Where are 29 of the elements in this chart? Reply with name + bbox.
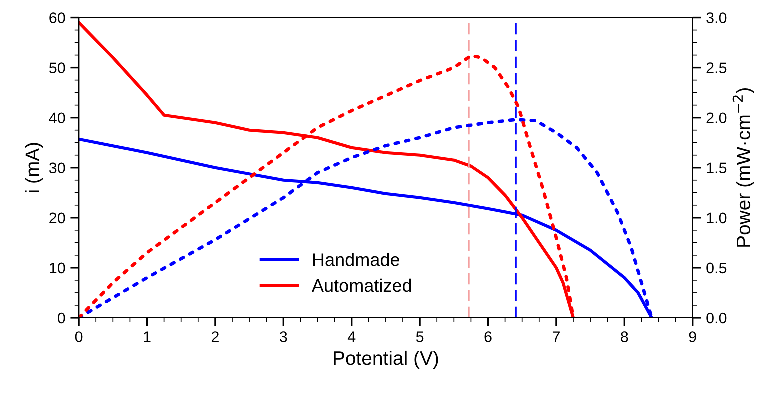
- x-tick-label: 5: [416, 332, 424, 342]
- y2-tick-label: 1.5: [707, 162, 727, 174]
- legend-label: Handmade: [313, 253, 400, 266]
- y-tick-label: 50: [49, 62, 66, 74]
- y-axis-title: i (mA): [25, 143, 44, 192]
- x-tick-label: 1: [144, 332, 151, 342]
- x-tick-label: 2: [212, 332, 219, 342]
- x-tick-label: 0: [75, 332, 83, 342]
- y2-tick-label: 2.0: [706, 112, 727, 124]
- x-tick-label: 3: [280, 332, 288, 342]
- y2-tick-label: 0.0: [706, 312, 727, 324]
- y2-tick-label: 3.0: [706, 12, 727, 24]
- y2-tick-label: 1.0: [707, 212, 727, 224]
- y2-axis-title: Power (mW·cm$^{−2}$): [732, 88, 754, 247]
- y-tick-label: 60: [50, 12, 66, 24]
- x-tick-label: 7: [552, 332, 560, 342]
- y-tick-label: 10: [50, 262, 66, 274]
- x-axis-title: Potential (V): [334, 350, 438, 370]
- y-tick-label: 0: [58, 312, 66, 324]
- x-tick-label: 9: [689, 332, 696, 342]
- y-tick-label: 40: [49, 112, 66, 124]
- legend-label: Automatized: [312, 278, 412, 292]
- y-tick-label: 20: [50, 212, 66, 224]
- x-tick-label: 8: [621, 332, 628, 342]
- y2-tick-label: 0.5: [706, 262, 727, 274]
- y-tick-label: 30: [49, 162, 66, 174]
- y2-tick-label: 2.5: [706, 62, 727, 74]
- x-tick-label: 6: [484, 332, 492, 342]
- x-tick-label: 4: [348, 332, 356, 342]
